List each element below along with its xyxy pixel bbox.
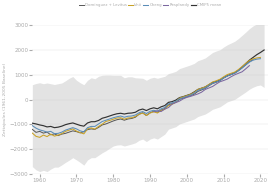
Y-axis label: Zettajoules (1961-2005 Baseline): Zettajoules (1961-2005 Baseline) (3, 63, 7, 136)
Legend: Dominguez + Levitus, Ishii, Cheng, Resplandy, CMIP5 mean: Dominguez + Levitus, Ishii, Cheng, Respl… (78, 2, 223, 9)
